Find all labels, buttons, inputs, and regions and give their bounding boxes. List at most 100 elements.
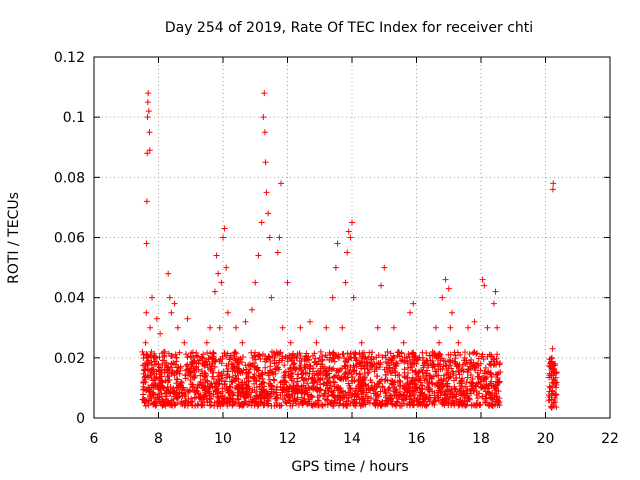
data-point: [171, 300, 178, 307]
data-point: [549, 345, 556, 352]
data-point: [331, 400, 338, 407]
data-point: [355, 378, 362, 385]
data-point: [356, 396, 363, 403]
data-point: [141, 360, 148, 367]
data-point: [276, 357, 283, 364]
data-point: [474, 360, 481, 367]
data-point: [358, 363, 365, 370]
data-point: [303, 354, 310, 361]
data-point: [177, 400, 184, 407]
data-point: [432, 381, 439, 388]
data-point: [343, 394, 350, 401]
data-point: [201, 399, 208, 406]
data-point: [405, 386, 412, 393]
data-point: [226, 354, 233, 361]
data-point: [348, 371, 355, 378]
data-point: [462, 360, 469, 367]
data-point: [255, 252, 262, 259]
data-point: [215, 369, 222, 376]
data-point: [287, 400, 294, 407]
data-point: [217, 390, 224, 397]
data-point: [328, 388, 335, 395]
data-point: [160, 384, 167, 391]
data-point: [483, 381, 490, 388]
data-point: [408, 361, 415, 368]
data-point: [314, 397, 321, 404]
data-point: [140, 378, 147, 385]
data-point: [342, 358, 349, 365]
data-point: [143, 354, 150, 361]
data-point: [232, 324, 239, 331]
data-point: [301, 387, 308, 394]
data-point: [175, 364, 182, 371]
data-point: [289, 369, 296, 376]
data-point: [494, 324, 501, 331]
data-point: [275, 350, 282, 357]
data-point: [429, 360, 436, 367]
data-point: [478, 384, 484, 391]
data-point: [218, 279, 225, 286]
data-point: [478, 353, 485, 360]
data-point: [482, 364, 489, 371]
data-point: [473, 383, 480, 390]
data-point: [226, 373, 233, 380]
data-point: [474, 395, 481, 402]
data-point: [304, 391, 311, 398]
data-point: [162, 396, 169, 403]
data-point: [168, 402, 175, 409]
data-point: [372, 402, 379, 409]
data-point: [473, 380, 480, 387]
data-point: [496, 361, 503, 368]
data-point: [326, 384, 333, 391]
data-point: [246, 366, 253, 373]
data-point: [430, 373, 437, 380]
data-point: [437, 351, 444, 358]
data-point: [550, 180, 557, 187]
data-point: [234, 368, 241, 375]
data-point: [216, 395, 223, 402]
data-point: [289, 382, 296, 389]
data-point: [337, 376, 344, 383]
data-point: [348, 393, 355, 400]
data-point: [548, 372, 555, 379]
data-point: [419, 391, 426, 398]
data-point: [152, 361, 159, 368]
data-point: [549, 186, 556, 193]
data-point: [370, 355, 377, 362]
data-point: [434, 394, 441, 400]
data-point: [226, 399, 233, 406]
data-point: [267, 358, 274, 365]
data-marks: [139, 90, 560, 412]
data-point: [273, 359, 280, 366]
data-point: [312, 400, 319, 407]
data-point: [401, 369, 408, 376]
data-point: [374, 324, 381, 331]
data-point: [187, 386, 194, 393]
data-point: [181, 339, 188, 346]
data-point: [149, 294, 156, 301]
data-point: [144, 372, 151, 379]
data-point: [208, 355, 215, 362]
data-point: [396, 353, 403, 360]
data-point: [323, 354, 330, 361]
data-point: [153, 400, 160, 407]
data-point: [448, 402, 455, 409]
data-point: [419, 382, 426, 389]
data-point: [143, 198, 150, 205]
data-point: [340, 393, 347, 400]
data-point: [245, 377, 252, 384]
x-tick-labels: 6 8 10 12 14 16 18 20 22: [90, 431, 619, 447]
data-point: [400, 400, 407, 407]
data-point: [551, 396, 558, 403]
data-point: [324, 397, 331, 404]
data-point: [204, 349, 211, 356]
data-point: [342, 370, 349, 377]
data-point: [211, 383, 218, 390]
data-point: [237, 401, 244, 408]
data-point: [243, 388, 250, 395]
data-point: [299, 389, 306, 396]
data-point: [221, 350, 228, 357]
data-point: [419, 354, 426, 361]
data-point: [382, 390, 389, 397]
data-point: [429, 388, 436, 395]
